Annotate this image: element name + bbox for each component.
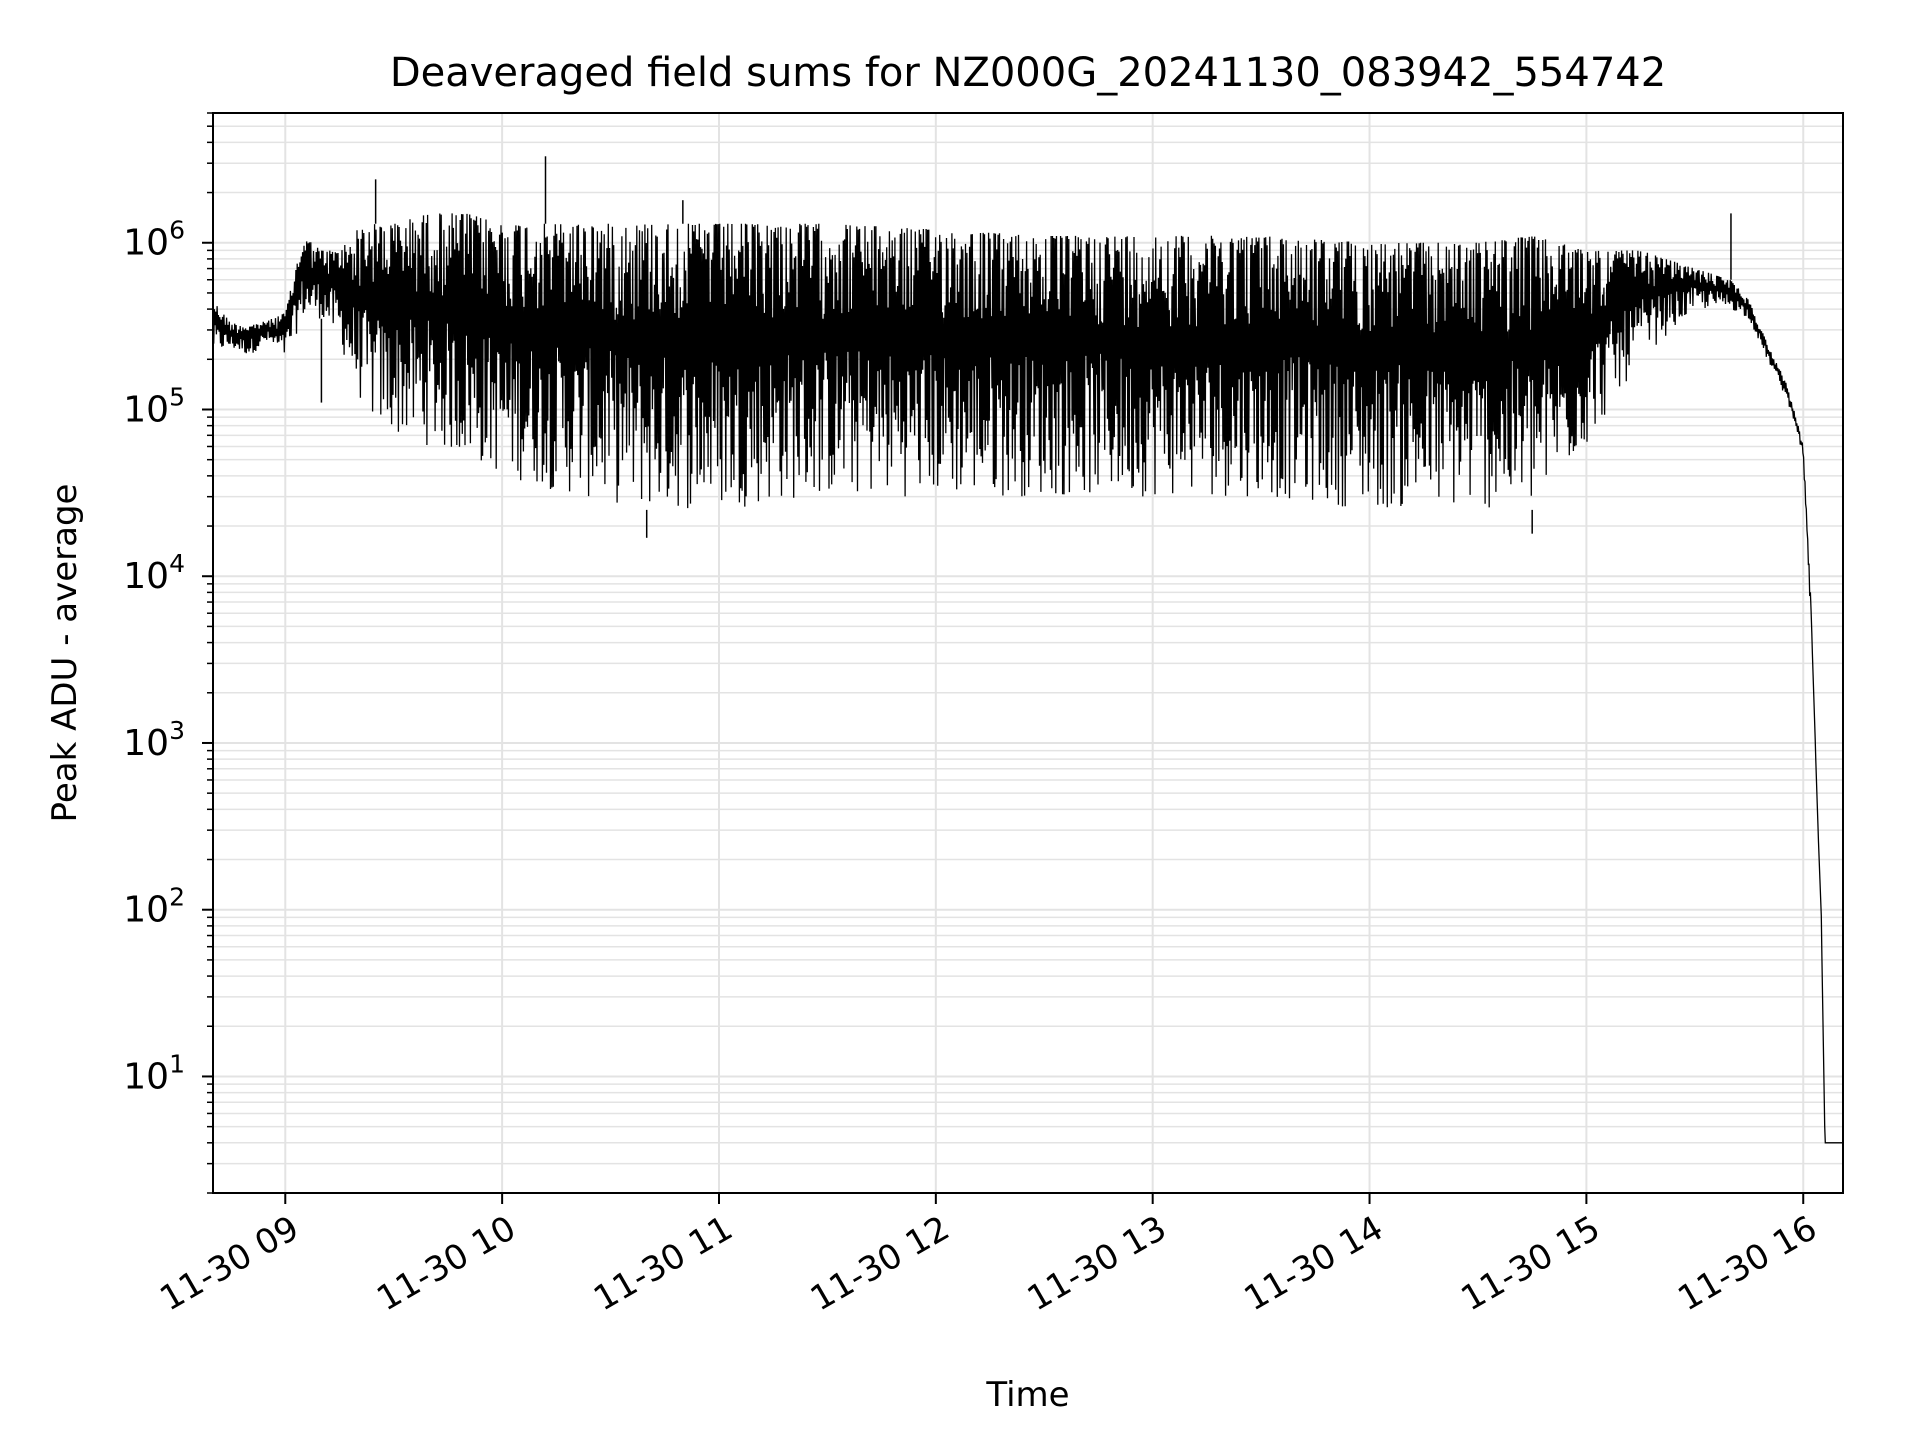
y-tick-label: 103: [123, 716, 185, 764]
x-axis-label: Time: [985, 1375, 1069, 1415]
y-tick-label: 101: [123, 1049, 185, 1097]
y-tick-label: 104: [123, 549, 185, 597]
chart-title: Deaveraged field sums for NZ000G_2024113…: [390, 50, 1666, 96]
y-axis-label: Peak ADU - average: [45, 484, 85, 823]
y-tick-label: 102: [123, 883, 185, 931]
series-line: [212, 213, 1843, 1144]
y-tick-label: 105: [123, 382, 185, 430]
axes-frame: [212, 112, 1844, 1194]
plot-area: [212, 156, 1843, 1144]
y-tick-label: 106: [123, 216, 185, 264]
